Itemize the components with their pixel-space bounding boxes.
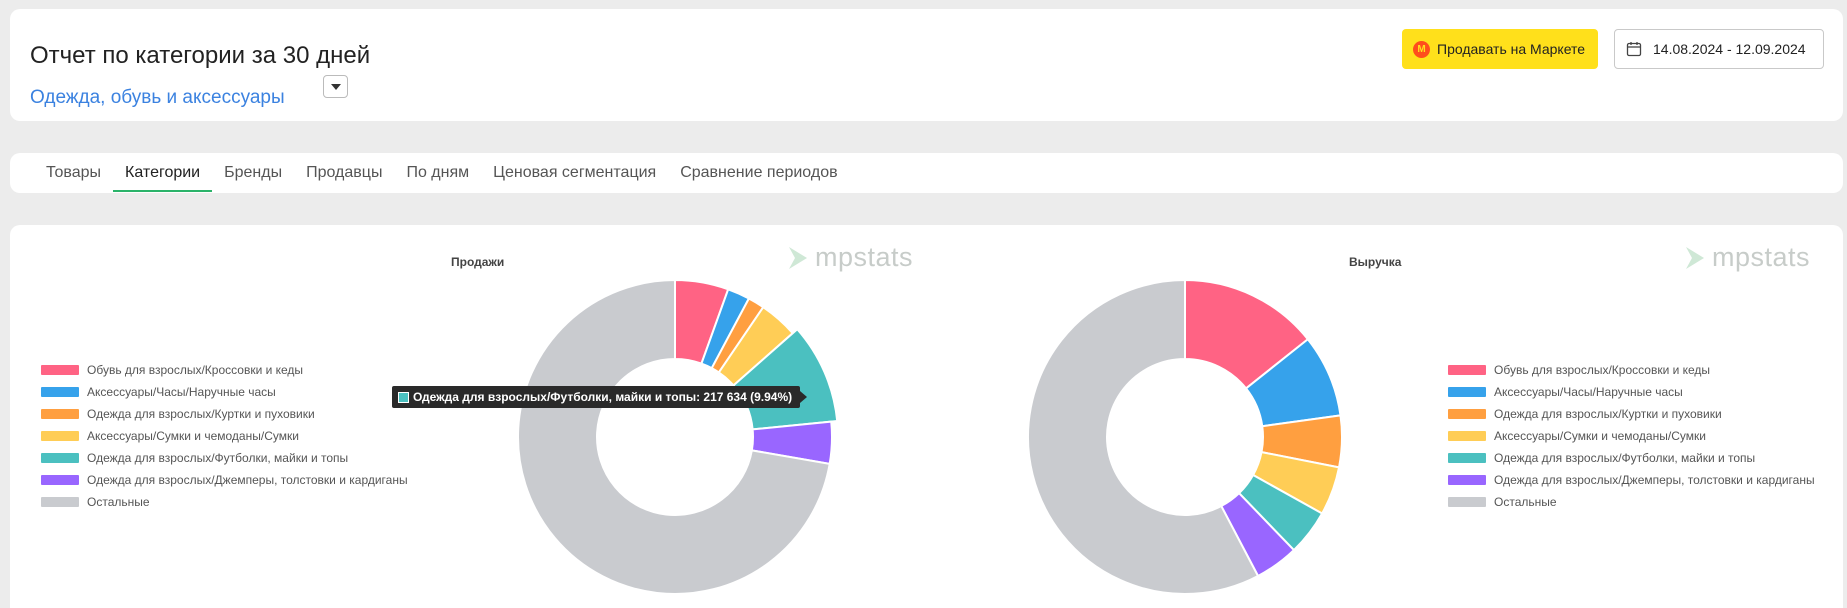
mpstats-logo-icon: [789, 246, 807, 269]
legend-label: Одежда для взрослых/Футболки, майки и то…: [1494, 451, 1756, 465]
legend-label: Одежда для взрослых/Джемперы, толстовки …: [1494, 473, 1815, 487]
legend-item[interactable]: Аксессуары/Сумки и чемоданы/Сумки: [1448, 425, 1815, 447]
legend-swatch: [1448, 409, 1486, 419]
sales-chart-legend: Обувь для взрослых/Кроссовки и кеды Аксес…: [41, 359, 408, 513]
tab-5[interactable]: Ценовая сегментация: [493, 164, 657, 181]
tab-3[interactable]: Продавцы: [306, 164, 383, 181]
legend-item[interactable]: Аксессуары/Часы/Наручные часы: [1448, 381, 1815, 403]
page-title: Отчет по категории за 30 дней: [30, 42, 371, 69]
tooltip-text: Одежда для взрослых/Футболки, майки и то…: [413, 390, 793, 404]
legend-label: Обувь для взрослых/Кроссовки и кеды: [87, 363, 304, 377]
revenue-chart-title: Выручка: [1349, 255, 1402, 269]
legend-label: Одежда для взрослых/Футболки, майки и то…: [87, 451, 349, 465]
legend-label: Обувь для взрослых/Кроссовки и кеды: [1494, 363, 1711, 377]
chart-tooltip: Одежда для взрослых/Футболки, майки и то…: [392, 386, 808, 408]
date-range-value: 14.08.2024 - 12.09.2024: [1653, 41, 1806, 57]
legend-swatch: [41, 387, 79, 397]
tooltip-color-swatch: [398, 391, 409, 403]
legend-swatch: [41, 431, 79, 441]
charts-panel: [10, 225, 1843, 608]
watermark-text-2: mpstats: [1712, 242, 1811, 272]
mpstats-logo-icon: [1686, 246, 1704, 269]
market-logo-icon: М: [1413, 40, 1430, 58]
legend-swatch: [41, 453, 79, 463]
legend-label: Остальные: [87, 495, 150, 509]
tab-4[interactable]: По дням: [406, 164, 470, 181]
caret-down-icon: [330, 83, 341, 90]
sales-donut-chart[interactable]: [510, 272, 840, 608]
calendar-icon: [1626, 42, 1642, 57]
legend-swatch: [41, 497, 79, 507]
legend-label: Одежда для взрослых/Джемперы, толстовки …: [87, 473, 408, 487]
legend-label: Остальные: [1494, 495, 1557, 509]
legend-swatch: [41, 475, 79, 485]
legend-item[interactable]: Одежда для взрослых/Куртки и пуховики: [1448, 403, 1815, 425]
legend-swatch: [1448, 387, 1486, 397]
legend-swatch: [1448, 475, 1486, 485]
legend-swatch: [41, 409, 79, 419]
legend-item[interactable]: Остальные: [41, 491, 408, 513]
mpstats-watermark-2: mpstats: [1684, 242, 1810, 273]
legend-label: Аксессуары/Часы/Наручные часы: [1494, 385, 1683, 399]
legend-swatch: [41, 365, 79, 375]
category-name[interactable]: Одежда, обувь и аксессуары: [30, 87, 285, 108]
sell-on-market-button[interactable]: М Продавать на Маркете: [1402, 29, 1598, 69]
legend-item[interactable]: Одежда для взрослых/Футболки, майки и то…: [41, 447, 408, 469]
tab-6[interactable]: Сравнение периодов: [680, 164, 838, 181]
legend-swatch: [1448, 431, 1486, 441]
sell-on-market-label: Продавать на Маркете: [1437, 41, 1586, 57]
revenue-donut-chart[interactable]: [1020, 272, 1350, 608]
legend-item[interactable]: Обувь для взрослых/Кроссовки и кеды: [41, 359, 408, 381]
legend-label: Аксессуары/Часы/Наручные часы: [87, 385, 276, 399]
legend-label: Аксессуары/Сумки и чемоданы/Сумки: [87, 429, 299, 443]
legend-item[interactable]: Аксессуары/Часы/Наручные часы: [41, 381, 408, 403]
tab-1[interactable]: Категории: [113, 153, 213, 193]
donut-slice[interactable]: [517, 278, 831, 595]
donut-slice[interactable]: [1027, 278, 1260, 595]
category-dropdown-button[interactable]: [323, 75, 348, 98]
legend-item[interactable]: Обувь для взрослых/Кроссовки и кеды: [1448, 359, 1815, 381]
legend-item[interactable]: Одежда для взрослых/Джемперы, толстовки …: [41, 469, 408, 491]
legend-swatch: [1448, 365, 1486, 375]
mpstats-watermark: mpstats: [787, 242, 913, 273]
legend-label: Аксессуары/Сумки и чемоданы/Сумки: [1494, 429, 1706, 443]
watermark-text: mpstats: [815, 242, 914, 272]
legend-item[interactable]: Одежда для взрослых/Футболки, майки и то…: [1448, 447, 1815, 469]
report-header: Отчет по категории за 30 дней Одежда, об…: [10, 9, 1843, 121]
sales-chart-title: Продажи: [451, 255, 505, 269]
revenue-chart-legend: Обувь для взрослых/Кроссовки и кеды Аксес…: [1448, 359, 1815, 513]
legend-item[interactable]: Одежда для взрослых/Куртки и пуховики: [41, 403, 408, 425]
legend-item[interactable]: Аксессуары/Сумки и чемоданы/Сумки: [41, 425, 408, 447]
date-range-picker[interactable]: 14.08.2024 - 12.09.2024: [1614, 29, 1824, 69]
legend-label: Одежда для взрослых/Куртки и пуховики: [1494, 407, 1722, 421]
tab-0[interactable]: Товары: [46, 164, 102, 181]
tab-2[interactable]: Бренды: [224, 164, 283, 181]
legend-swatch: [1448, 453, 1486, 463]
legend-item[interactable]: Остальные: [1448, 491, 1815, 513]
tabs: Товары Категории Бренды Продавцы По дням Цено…: [34, 153, 850, 193]
legend-label: Одежда для взрослых/Куртки и пуховики: [87, 407, 315, 421]
legend-item[interactable]: Одежда для взрослых/Джемперы, толстовки …: [1448, 469, 1815, 491]
legend-swatch: [1448, 497, 1486, 507]
tabs-bar: Товары Категории Бренды Продавцы По дням Цено…: [10, 153, 1843, 193]
